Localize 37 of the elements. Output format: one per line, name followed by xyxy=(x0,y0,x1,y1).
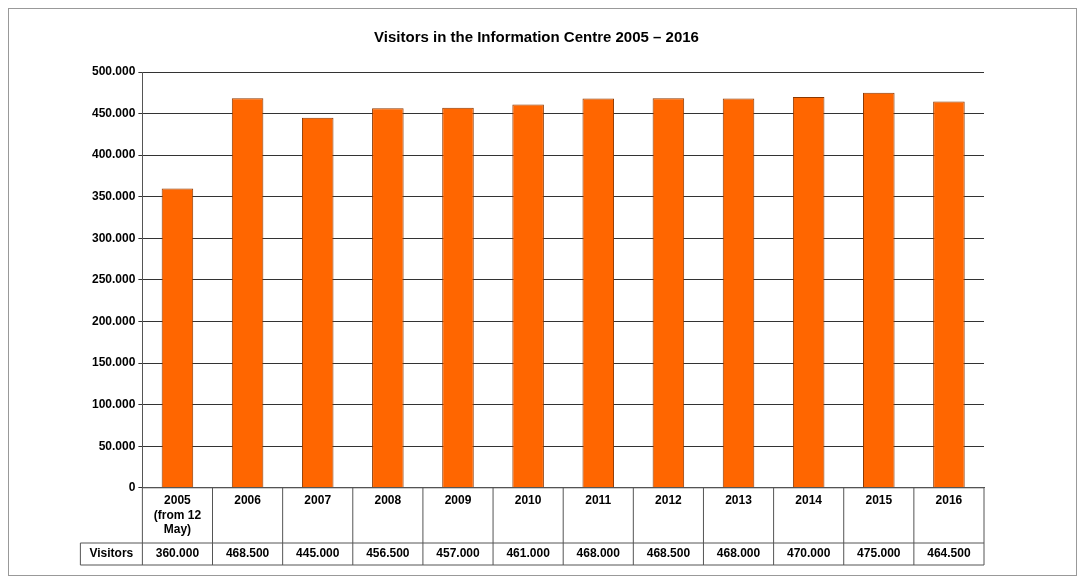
chart-title: Visitors in the Information Centre 2005 – 2016 xyxy=(374,28,699,46)
data-label: 468.000 xyxy=(716,546,761,561)
y-tick-label: 150.000 xyxy=(91,355,136,370)
data-label: 457.000 xyxy=(436,546,480,561)
data-label: 461.000 xyxy=(506,546,551,561)
x-tick-label: 2012 xyxy=(655,493,683,508)
data-label: 475.000 xyxy=(857,546,901,561)
data-label: 468.000 xyxy=(576,546,621,561)
y-tick-label: 100.000 xyxy=(91,396,136,411)
y-tick-label: 200.000 xyxy=(91,313,136,328)
data-label: 468.500 xyxy=(225,546,270,561)
data-label: 470.000 xyxy=(786,546,831,561)
text: Visitors xyxy=(89,546,134,561)
x-tick-label: 2014 xyxy=(795,493,823,508)
y-tick-label: 350.000 xyxy=(91,189,136,204)
y-tick-label: 400.000 xyxy=(91,147,136,162)
data-label: 360.000 xyxy=(155,546,200,561)
x-tick-label: 2006 xyxy=(234,493,262,508)
x-tick-label: 2015 xyxy=(865,493,893,508)
x-tick-label: 2007 xyxy=(304,493,332,508)
data-label: 456.500 xyxy=(366,546,410,561)
y-tick-label: 250.000 xyxy=(91,272,136,287)
x-tick-label: 2009 xyxy=(444,493,472,508)
x-tick-label: 2016 xyxy=(935,493,963,508)
data-label: 468.500 xyxy=(646,546,691,561)
x-tick-label: 2010 xyxy=(514,493,542,508)
data-label: 445.000 xyxy=(296,546,340,561)
y-tick-label: 450.000 xyxy=(91,105,136,120)
x-tick-label: 2013 xyxy=(725,493,753,508)
x-tick-label: 2011 xyxy=(585,493,612,508)
data-label: 464.500 xyxy=(927,546,971,561)
y-tick-label: 0 xyxy=(128,480,136,495)
y-tick-label: 50.000 xyxy=(98,438,136,453)
x-tick-label: 2008 xyxy=(374,493,402,508)
x-tick-label: 2005 (from 12 May) xyxy=(153,493,202,537)
y-tick-label: 300.000 xyxy=(91,230,136,245)
y-tick-label: 500.000 xyxy=(91,64,136,79)
